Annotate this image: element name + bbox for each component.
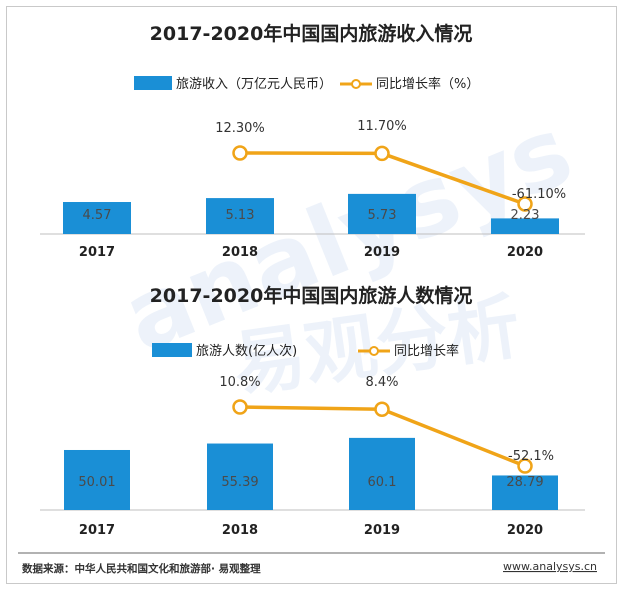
growth-value-label: 10.8% (219, 375, 260, 390)
x-tick-label: 2018 (222, 245, 258, 260)
footer-source: 数据来源：中华人民共和国文化和旅游部· 易观整理 (21, 562, 261, 575)
legend-line-label: 同比增长率 (394, 343, 459, 359)
growth-point-2020 (517, 196, 533, 212)
growth-point-2020 (517, 458, 533, 474)
x-tick-label: 2017 (79, 245, 115, 260)
growth-value-label: 11.70% (357, 119, 407, 134)
bar-2018 (207, 443, 273, 510)
x-tick-label: 2020 (507, 245, 543, 260)
x-tick-label: 2017 (79, 523, 115, 538)
growth-value-label: 8.4% (365, 375, 398, 390)
legend-bar-swatch (152, 343, 192, 357)
bar-value-label: 28.79 (506, 475, 543, 490)
bar-2017 (63, 202, 131, 234)
legend: 旅游收入（万亿元人民币） 同比增长率（%） (134, 76, 479, 92)
bar-value-label: 5.73 (368, 208, 397, 223)
bar-2019 (348, 193, 416, 234)
chart-title: 2017-2020年中国国内旅游人数情况 (150, 284, 473, 307)
growth-point-2019 (374, 145, 390, 162)
growth-value-label: -61.10% (512, 187, 566, 202)
visitors-chart: 2017-2020年中国国内旅游人数情况 旅游人数(亿人次) 同比增长率 50.… (40, 284, 585, 538)
growth-value-label: 12.30% (215, 121, 265, 136)
legend-line-marker (369, 346, 379, 356)
legend-bar-swatch (134, 76, 172, 90)
bar-2019 (349, 437, 415, 510)
footer-website[interactable]: www.analysys.cn (503, 560, 597, 573)
legend-line-marker (351, 79, 361, 89)
bar-value-label: 50.01 (78, 475, 115, 490)
bar-value-label: 2.23 (511, 208, 540, 223)
bar-value-label: 4.57 (83, 208, 112, 223)
x-tick-label: 2018 (222, 523, 258, 538)
x-tick-label: 2019 (364, 245, 400, 260)
legend-bar-label: 旅游收入（万亿元人民币） (176, 77, 332, 92)
chart-title: 2017-2020年中国国内旅游收入情况 (150, 22, 473, 45)
legend-line-label: 同比增长率（%） (376, 76, 479, 92)
bar-2020 (491, 218, 559, 234)
growth-point-2019 (374, 401, 390, 418)
revenue-chart: 2017-2020年中国国内旅游收入情况 旅游收入（万亿元人民币） 同比增长率（… (40, 22, 585, 260)
bar-value-label: 5.13 (226, 208, 255, 223)
legend-bar-label: 旅游人数(亿人次) (196, 343, 297, 359)
bar-value-label: 55.39 (221, 475, 258, 490)
bar-value-label: 60.1 (368, 475, 397, 490)
growth-point-2018 (232, 145, 248, 161)
bar-2018 (206, 198, 274, 234)
bar-2020 (492, 475, 558, 510)
growth-point-2018 (232, 399, 248, 415)
legend: 旅游人数(亿人次) 同比增长率 (152, 343, 459, 359)
x-tick-label: 2020 (507, 523, 543, 538)
x-tick-label: 2019 (364, 523, 400, 538)
growth-value-label: -52.1% (508, 449, 554, 464)
bar-2017 (64, 449, 130, 510)
